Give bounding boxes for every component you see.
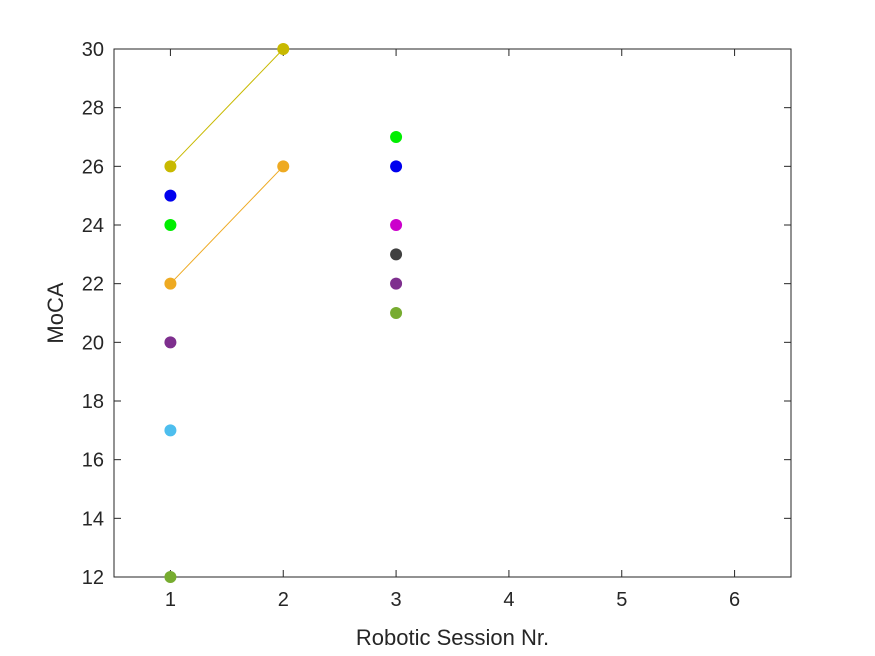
y-axis-label: MoCA xyxy=(43,282,68,343)
series-line xyxy=(170,48,284,167)
y-tick-label: 22 xyxy=(82,274,104,296)
data-point xyxy=(390,131,403,143)
x-tick-label: 3 xyxy=(391,589,402,611)
series-7 xyxy=(164,307,403,583)
plot-frame xyxy=(113,48,792,578)
x-axis-label: Robotic Session Nr. xyxy=(356,625,549,650)
x-tick-label: 4 xyxy=(503,589,514,611)
y-tick-label: 26 xyxy=(82,156,104,178)
series-2 xyxy=(164,160,290,290)
data-point xyxy=(390,248,403,261)
x-axis-ticks: 1 2 3 4 5 6 xyxy=(165,49,740,611)
y-tick-label: 14 xyxy=(82,508,104,530)
x-tick-label: 2 xyxy=(278,589,289,611)
data-point xyxy=(390,277,403,290)
series-3 xyxy=(164,160,403,202)
data-point xyxy=(390,307,403,319)
data-series xyxy=(164,43,403,583)
y-tick-label: 20 xyxy=(82,332,104,354)
series-line xyxy=(170,165,284,285)
x-tick-label: 6 xyxy=(729,589,740,611)
series-8 xyxy=(390,219,403,231)
data-point xyxy=(277,43,290,55)
series-9 xyxy=(390,248,403,261)
plot-area xyxy=(113,48,792,578)
data-point xyxy=(164,160,177,173)
data-point xyxy=(390,219,403,231)
y-tick-label: 30 xyxy=(82,39,104,61)
data-point xyxy=(164,219,177,231)
y-axis-ticks: 12 14 16 18 20 22 24 26 28 30 xyxy=(82,39,791,589)
series-4 xyxy=(164,131,403,231)
data-point xyxy=(390,160,403,173)
data-point xyxy=(164,424,177,437)
data-point xyxy=(164,336,177,349)
series-5 xyxy=(164,277,403,349)
data-point xyxy=(277,160,290,173)
y-tick-label: 18 xyxy=(82,391,104,413)
y-tick-label: 28 xyxy=(82,98,104,120)
data-point xyxy=(164,189,177,202)
x-tick-label: 1 xyxy=(165,589,176,611)
y-tick-label: 16 xyxy=(82,450,104,472)
x-tick-label: 5 xyxy=(616,589,627,611)
data-point xyxy=(164,571,177,583)
data-point xyxy=(164,277,177,290)
y-tick-label: 24 xyxy=(82,215,104,237)
y-tick-label: 12 xyxy=(82,567,104,589)
series-1 xyxy=(164,43,290,173)
series-6 xyxy=(164,424,177,437)
